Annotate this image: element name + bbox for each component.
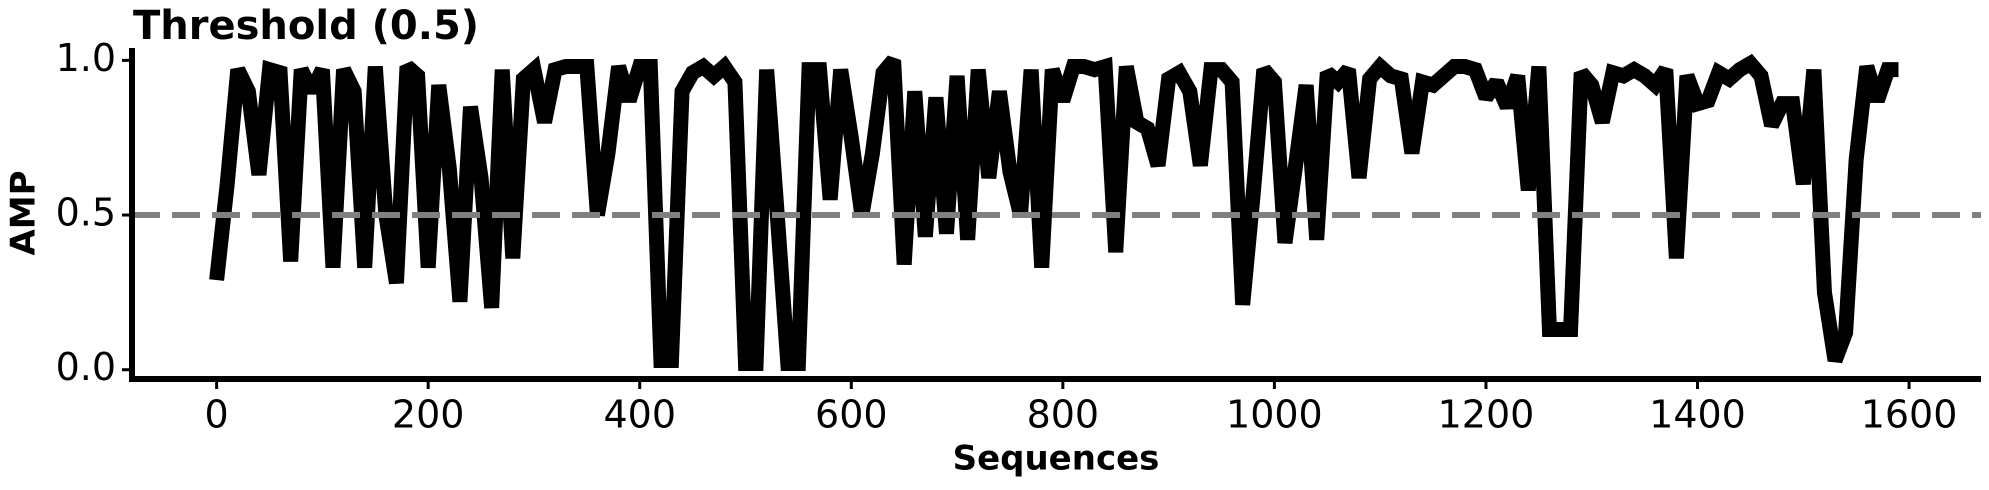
x-tick-label: 200 (392, 393, 465, 437)
x-tick-label: 600 (815, 393, 888, 437)
x-tick-label: 1600 (1861, 393, 1958, 437)
x-axis-label: Sequences (953, 439, 1160, 479)
x-tick-label: 1400 (1649, 393, 1746, 437)
y-axis-label: AMP (4, 170, 44, 255)
y-tick-label: 0.5 (56, 191, 116, 235)
chart-title: Threshold (0.5) (133, 3, 479, 49)
x-tick-label: 0 (205, 393, 229, 437)
data-line (209, 53, 1899, 372)
x-tick-label: 1200 (1438, 393, 1535, 437)
x-tick-label: 400 (603, 393, 676, 437)
y-tick-label: 0.0 (56, 345, 116, 389)
x-tick-label: 800 (1027, 393, 1100, 437)
y-tick-label: 1.0 (56, 36, 116, 80)
x-tick-label: 1000 (1226, 393, 1323, 437)
